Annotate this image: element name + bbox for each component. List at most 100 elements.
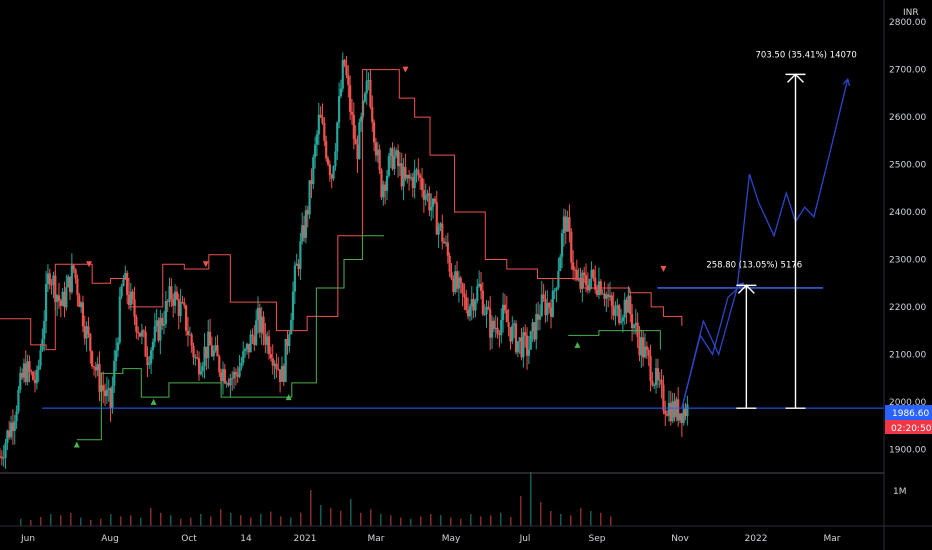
volume-bar: [370, 509, 372, 526]
lower-trailing-stop-line: [76, 235, 384, 441]
candle-body: [568, 217, 571, 232]
candle-body: [183, 302, 186, 306]
projection-path-large[interactable]: [681, 79, 849, 409]
candle-body: [50, 284, 53, 286]
projection-arrowhead: [736, 282, 745, 291]
candle-body: [489, 309, 492, 338]
candle-body: [481, 290, 484, 315]
candle-body: [208, 331, 212, 346]
candle-body: [251, 334, 254, 337]
candle-body: [385, 175, 389, 191]
candle-body: [319, 114, 322, 118]
candle-body: [350, 111, 354, 115]
candle-body: [87, 326, 90, 334]
candle-body: [373, 122, 376, 143]
candle-body: [636, 322, 639, 337]
candle-body: [39, 350, 42, 366]
candle-body: [406, 174, 409, 179]
volume-bar: [290, 517, 292, 526]
candle-body: [181, 302, 184, 304]
projection-arrowhead: [842, 77, 851, 87]
candle-body: [354, 139, 357, 145]
x-tick-label: Sep: [589, 534, 606, 544]
x-tick-label: Nov: [671, 534, 689, 544]
candle-body: [317, 114, 320, 135]
candle-body: [605, 294, 608, 299]
candle-body: [387, 156, 390, 176]
volume-bar: [160, 512, 162, 526]
candle-body: [67, 276, 70, 288]
candle-body: [288, 334, 291, 347]
candle-body: [601, 293, 604, 295]
candle-body: [78, 295, 81, 308]
candle-body: [546, 302, 549, 316]
candle-body: [474, 300, 477, 311]
y-tick-label: 2300.00: [889, 255, 926, 265]
candle-body: [146, 356, 149, 365]
candle-body: [658, 379, 661, 381]
candle-body: [91, 351, 94, 367]
candle-body: [22, 363, 26, 378]
candle-body: [13, 421, 16, 432]
candle-body: [640, 337, 643, 356]
candle-body: [479, 283, 483, 291]
volume-bar: [200, 514, 202, 526]
candle-body: [107, 388, 110, 390]
candle-body: [216, 345, 219, 357]
volume-bar: [210, 516, 212, 526]
projection-path-small[interactable]: [681, 282, 744, 409]
candle-body: [247, 343, 250, 353]
candle-body: [197, 358, 201, 375]
candle-body: [470, 298, 473, 307]
volume-bar: [190, 517, 192, 526]
candle-body: [409, 177, 413, 179]
candle-body: [48, 273, 51, 285]
candle-body: [207, 331, 210, 359]
volume-bar: [110, 514, 112, 526]
x-tick-label: May: [442, 534, 461, 544]
candle-body: [76, 278, 79, 296]
volume-bar: [610, 516, 612, 526]
candle-body: [2, 457, 5, 459]
candle-body: [509, 327, 512, 342]
candle-body: [413, 170, 416, 189]
candle-body: [44, 284, 48, 322]
candle-body: [245, 343, 249, 350]
candle-body: [542, 294, 545, 299]
candle-body: [666, 414, 669, 416]
candle-body: [575, 270, 578, 280]
candle-body: [431, 198, 435, 207]
candle-body: [677, 399, 680, 421]
candle-body: [81, 302, 85, 327]
candle-body: [374, 142, 378, 156]
candle-body: [240, 362, 243, 368]
volume-bar: [600, 512, 602, 526]
candle-body: [444, 242, 448, 244]
candle-body: [15, 411, 18, 422]
volume-bar: [390, 515, 392, 526]
x-tick-label: 2021: [294, 534, 317, 544]
candle-body: [538, 315, 542, 320]
buy-signal-marker: [150, 398, 157, 405]
candle-body: [260, 316, 263, 333]
candle-body: [610, 295, 613, 306]
candle-body: [452, 278, 455, 292]
candle-body: [277, 368, 280, 370]
candle-body: [631, 314, 634, 329]
candle-body: [155, 320, 158, 327]
sell-signal-marker: [202, 261, 209, 268]
candle-body: [63, 291, 66, 308]
candle-body: [115, 350, 118, 362]
candle-body: [334, 151, 337, 167]
candle-body: [651, 380, 654, 386]
candle-body: [212, 350, 215, 357]
candle-body: [616, 305, 619, 310]
candle-body: [192, 345, 195, 358]
candle-body: [673, 401, 676, 418]
candle-body: [594, 277, 597, 290]
countdown-badge: [885, 420, 932, 434]
volume-bar: [570, 515, 572, 526]
candle-body: [258, 307, 261, 333]
last-price-badge: [885, 405, 932, 420]
